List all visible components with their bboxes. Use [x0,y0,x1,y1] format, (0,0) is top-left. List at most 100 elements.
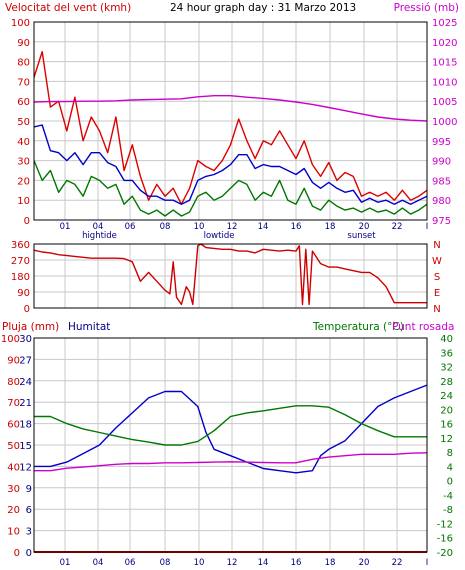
series-punt-rosada-line [34,452,428,472]
rain-y-tick-3: 9 [26,484,32,495]
temp-y-tick-10: 20 [440,405,453,416]
direction-compass-1: W [432,256,442,267]
direction-y-tick-3: 270 [11,256,30,267]
wind-x-tick-0: 01 [60,222,71,232]
temp-x-tick-9: 20 [359,558,370,566]
dew-title: Punt rosada [392,321,454,333]
rain-y-tick-4: 12 [19,462,32,473]
humidity-y-tick-2: 20 [7,505,20,516]
wind-y-tick-10: 100 [11,18,30,29]
rain-y-tick-6: 18 [19,420,32,431]
temp-y-tick-1: -16 [437,534,453,545]
wind-y-tick-9: 90 [17,38,30,49]
rain-y-tick-10: 30 [19,334,32,345]
temp-x-tick-2: 06 [125,558,136,566]
temp-y-tick-6: 4 [447,462,453,473]
temp-y-tick-0: -20 [437,548,453,559]
wind-frame [33,21,428,221]
humidity-y-tick-3: 30 [7,484,20,495]
direction-compass-4: N [433,304,440,315]
wind-title: Velocitat del vent (kmh) [5,2,131,14]
temp-x-tick-11: I [426,558,429,566]
temp-y-tick-13: 32 [440,363,453,374]
pressure-y-tick-0: 975 [432,216,451,227]
series-temperatura-line [34,405,427,446]
series-gust-line [33,51,428,205]
humidity-y-tick-8: 80 [7,377,20,388]
direction-y-tick-4: 360 [11,240,30,251]
direction-compass-2: S [434,272,440,283]
humidity-y-tick-7: 70 [7,398,20,409]
pressure-y-tick-2: 985 [432,176,451,187]
wind-x-marker-1: lowtide [204,231,235,241]
temp-x-tick-5: 12 [227,558,238,566]
humidity-y-tick-5: 50 [7,441,20,452]
temp-x-tick-10: 22 [392,558,403,566]
wind-x-marker-2: sunset [347,231,376,241]
wind-x-tick-5: 12 [227,222,238,232]
temp-y-tick-2: -12 [437,519,453,530]
frame-layer [33,21,428,553]
wind-y-tick-6: 60 [17,97,30,108]
humidity-title: Humitat [68,321,110,333]
direction-compass-0: N [433,240,440,251]
humidity-y-tick-6: 60 [7,420,20,431]
temp-y-tick-15: 40 [440,334,453,345]
pressure-y-tick-5: 1000 [432,117,457,128]
wind-y-tick-0: 0 [24,216,30,227]
pressure-y-tick-7: 1010 [432,77,457,88]
direction-y-tick-0: 0 [24,304,30,315]
humidity-y-tick-9: 90 [7,355,20,366]
wind-x-tick-10: 22 [392,222,403,232]
rain-y-tick-0: 0 [26,548,32,559]
series-direction-line [33,243,427,306]
rain-y-tick-2: 6 [26,505,32,516]
pressure-y-tick-9: 1020 [432,38,457,49]
series-pressure-line [33,94,428,122]
wind-y-tick-4: 40 [17,137,30,148]
series-humitat-line [34,384,428,474]
pressure-y-tick-3: 990 [432,157,451,168]
wind-y-tick-1: 10 [17,196,30,207]
wind-x-tick-9: 20 [359,222,370,232]
axis-layer: 0102030405060708090100975980985990995100… [1,18,458,570]
humidity-y-tick-1: 10 [7,527,20,538]
direction-y-tick-2: 180 [11,272,30,283]
temp-y-tick-11: 24 [440,391,453,402]
wind-x-tick-4: 10 [194,222,205,232]
pressure-y-tick-10: 1025 [432,18,457,29]
temp-y-tick-9: 16 [440,420,453,431]
temp-y-tick-4: -4 [443,491,453,502]
temp-y-tick-5: 0 [447,477,453,488]
temp-x-tick-4: 10 [194,558,205,566]
rain-y-tick-7: 21 [19,398,32,409]
wind-y-tick-7: 70 [17,77,30,88]
temp-title: Temperatura (°C) [312,321,404,333]
temp-x-tick-0: 01 [60,558,71,566]
wind-y-tick-3: 30 [17,157,30,168]
rain-y-tick-1: 3 [26,527,32,538]
wind-x-tick-6: 14 [258,222,269,232]
temp-y-tick-12: 28 [440,377,453,388]
series-low-line [33,160,428,217]
wind-x-tick-8: 18 [325,222,336,232]
pressure-y-tick-6: 1005 [432,97,457,108]
temp-frame [33,337,428,553]
wind-y-tick-8: 80 [17,58,30,69]
direction-compass-3: E [434,288,440,299]
pressure-y-tick-1: 980 [432,196,451,207]
wind-x-marker-0: hightide [82,231,117,241]
wind-x-tick-2: 06 [125,222,136,232]
humidity-y-tick-0: 0 [14,548,20,559]
temp-y-tick-7: 8 [447,448,453,459]
rain-y-tick-5: 15 [19,441,32,452]
temp-x-tick-3: 08 [160,558,171,566]
temp-y-tick-3: -8 [443,505,453,516]
humidity-y-tick-4: 40 [7,462,20,473]
pressure-y-tick-8: 1015 [432,58,457,69]
rain-y-tick-8: 24 [19,377,32,388]
temp-x-tick-7: 16 [291,558,302,566]
pressure-title: Pressió (mb) [394,2,459,14]
